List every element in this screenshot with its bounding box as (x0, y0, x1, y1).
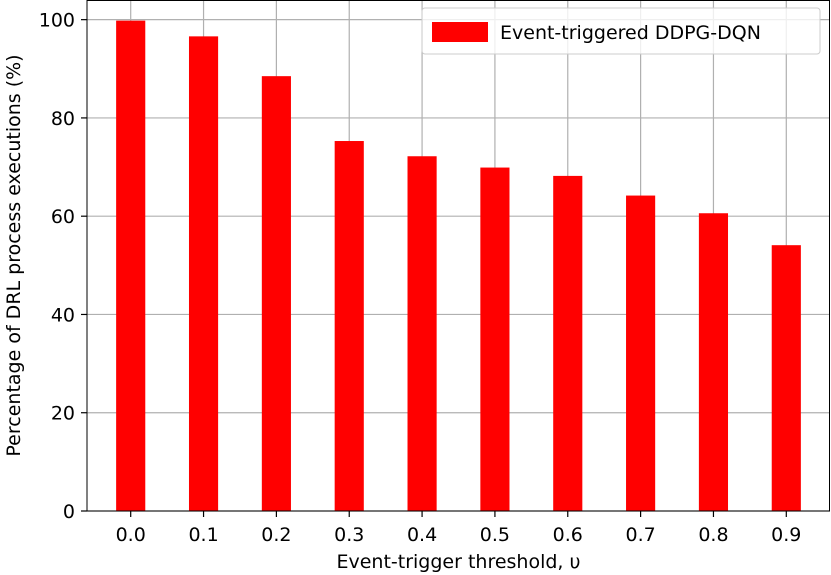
y-tick-label: 60 (51, 206, 75, 228)
y-tick-label: 100 (39, 10, 75, 32)
bars (116, 20, 801, 512)
y-tick-label: 80 (51, 108, 75, 130)
y-tick-label: 0 (63, 501, 75, 523)
axis-ticks: 0 20 40 60 80 100 0.0 0.1 0.2 0.3 0.4 0.5 0.6 0.7 0.8 0… (39, 10, 802, 546)
legend-box (421, 7, 821, 55)
bar-0.6 (553, 175, 583, 511)
bar-0.2 (261, 76, 291, 511)
y-tick-label: 40 (51, 304, 75, 326)
bar-0.1 (188, 36, 219, 511)
x-tick-label: 0.3 (334, 524, 364, 546)
x-tick-label: 0.7 (625, 524, 655, 546)
bar-0.7 (626, 195, 656, 511)
y-tick-label: 20 (51, 403, 75, 425)
bar-0.5 (480, 167, 510, 511)
bar-0.8 (698, 213, 729, 511)
x-tick-label: 0.2 (261, 524, 291, 546)
legend-swatch (432, 22, 488, 42)
legend: Event-triggered DDPG-DQN (421, 7, 821, 55)
x-tick-label: 0.1 (188, 524, 218, 546)
x-tick-label: 0.4 (407, 524, 437, 546)
legend-label: Event-triggered DDPG-DQN (500, 22, 761, 44)
x-tick-label: 0.8 (698, 524, 728, 546)
bar-0.4 (407, 156, 437, 511)
bar-0.0 (116, 20, 146, 512)
x-tick-label: 0.9 (771, 524, 801, 546)
plot-frame (86, 0, 830, 512)
y-axis-label: Percentage of DRL process executions (%) (3, 54, 25, 456)
bar-0.9 (771, 245, 801, 511)
x-tick-label: 0.0 (116, 524, 146, 546)
x-tick-label: 0.6 (553, 524, 583, 546)
x-axis-label: Event-trigger threshold, υ (336, 551, 580, 573)
x-tick-label: 0.5 (480, 524, 510, 546)
bar-0.3 (334, 141, 364, 511)
